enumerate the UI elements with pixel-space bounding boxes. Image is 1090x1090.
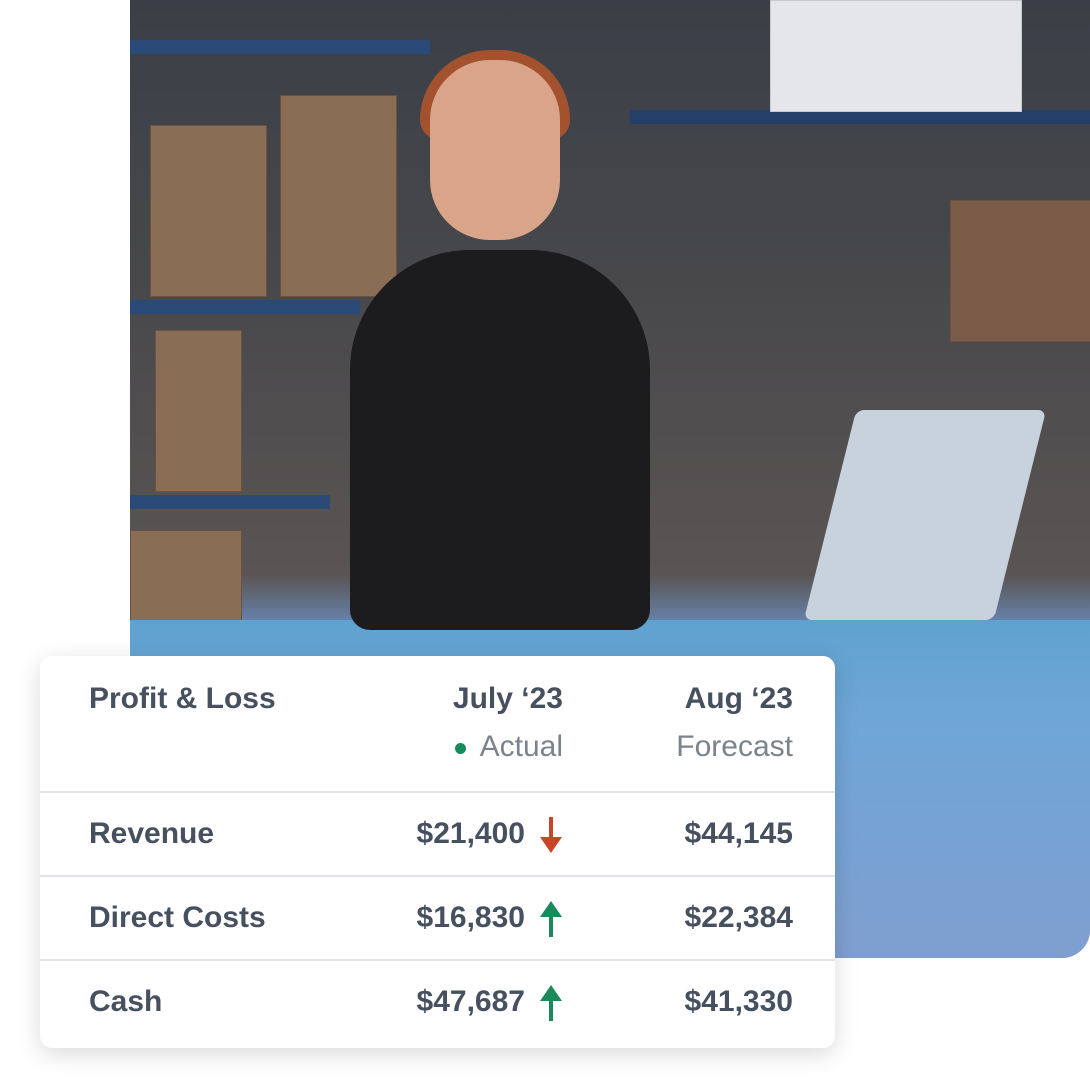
col-july-status: Actual: [453, 730, 563, 764]
card-title: Profit & Loss: [89, 682, 276, 715]
row-label: Cash: [89, 985, 163, 1018]
table-row: Cash $47,687 $41,330: [40, 959, 835, 1044]
box: [150, 125, 267, 297]
col-aug-header: Aug ‘23 Forecast: [676, 682, 793, 764]
row-label: Direct Costs: [89, 901, 266, 934]
col-aug-period: Aug ‘23: [684, 682, 793, 715]
person: [350, 250, 650, 630]
col-july-period: July ‘23: [452, 682, 563, 715]
row-label: Revenue: [89, 817, 215, 850]
row-forecast: $44,145: [684, 817, 793, 850]
box: [155, 330, 242, 492]
arrow-down-icon: [540, 817, 562, 853]
box: [770, 0, 1022, 112]
profit-loss-card: Profit & Loss July ‘23 Actual Aug ‘23 Fo…: [40, 656, 835, 1048]
row-actual: $21,400: [416, 817, 525, 850]
arrow-up-icon: [540, 985, 562, 1021]
row-actual: $16,830: [416, 901, 525, 934]
shelf: [130, 495, 330, 509]
box: [280, 95, 397, 297]
table-row: Direct Costs $16,830 $22,384: [40, 875, 835, 960]
row-forecast: $41,330: [684, 985, 793, 1018]
actual-dot-icon: [454, 742, 466, 754]
shelf: [630, 110, 1090, 124]
box: [950, 200, 1090, 342]
actual-label: Actual: [479, 730, 563, 763]
shelf: [130, 300, 360, 314]
row-actual: $47,687: [416, 985, 525, 1018]
col-july-header: July ‘23 Actual: [453, 682, 563, 764]
box: [130, 530, 242, 622]
table-row: Revenue $21,400 $44,145: [40, 791, 835, 876]
shelf: [130, 40, 430, 54]
arrow-up-icon: [540, 901, 562, 937]
person-head: [430, 60, 560, 240]
row-forecast: $22,384: [684, 901, 793, 934]
col-aug-status: Forecast: [676, 730, 793, 763]
laptop: [803, 410, 1047, 620]
